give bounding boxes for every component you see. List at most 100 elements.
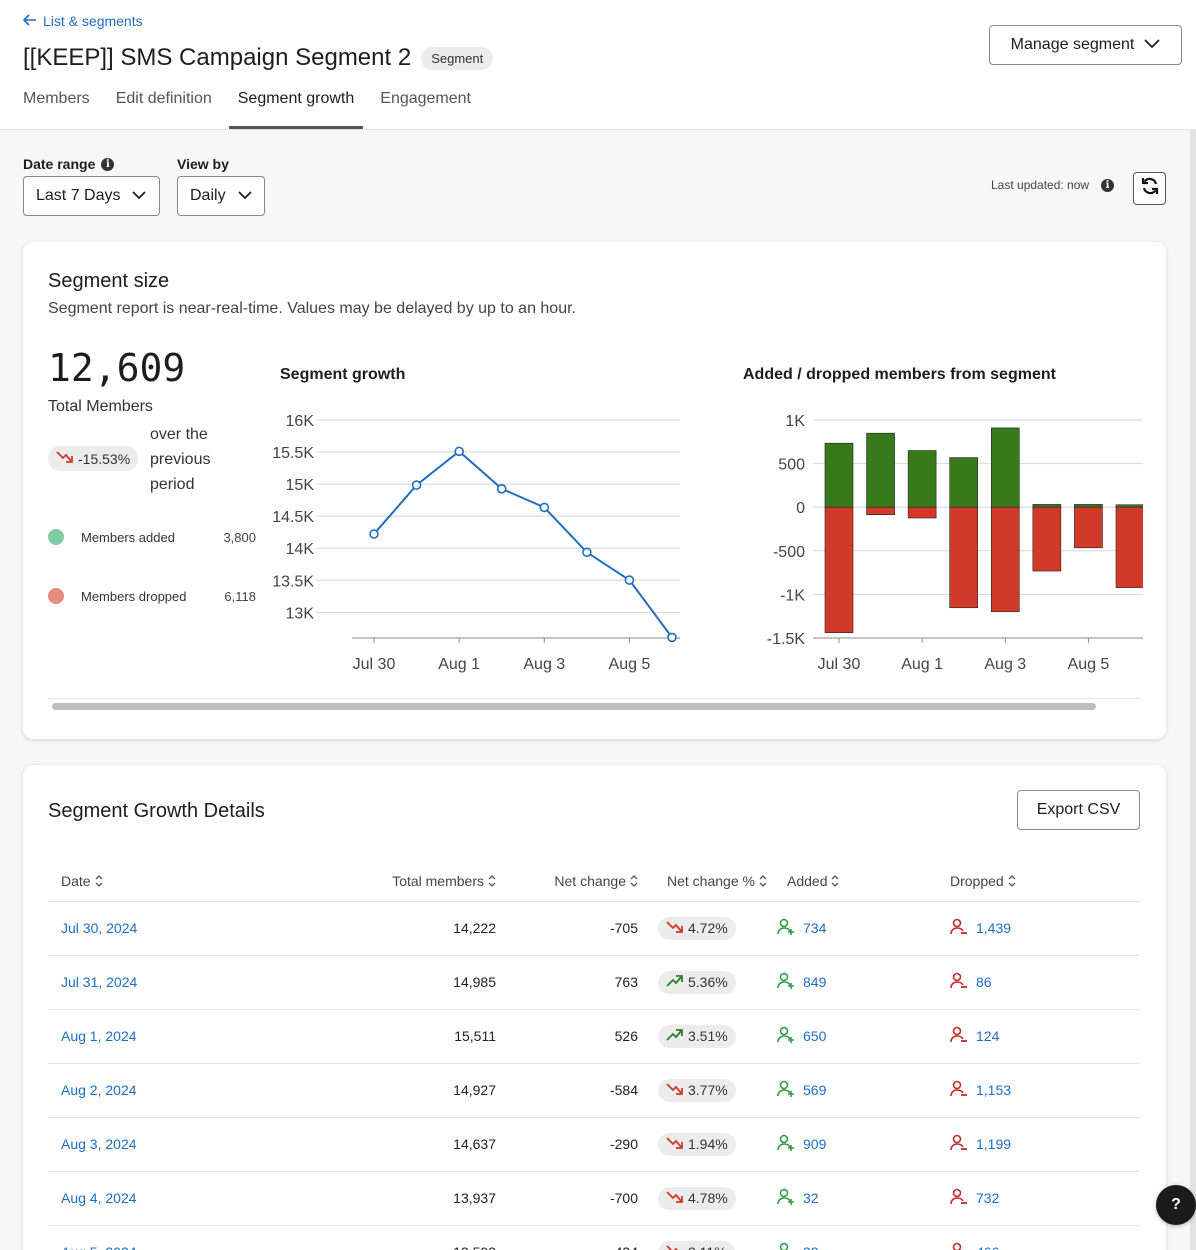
y-tick-label: 13.5K: [272, 573, 314, 590]
sort-icon: [1008, 874, 1016, 891]
data-point: [624, 575, 635, 585]
row-dropped[interactable]: 86: [950, 972, 992, 993]
tab-members[interactable]: Members: [23, 90, 90, 107]
data-point: [411, 480, 422, 490]
row-dropped-value: 1,199: [976, 1136, 1012, 1152]
scrollbar-thumb[interactable]: [52, 703, 1096, 710]
x-tick-label: Aug 1: [438, 656, 480, 673]
x-tick-label: Aug 5: [1068, 656, 1110, 673]
back-link[interactable]: List & segments: [22, 13, 143, 29]
y-tick-label: -1.5K: [767, 631, 806, 648]
row-dropped[interactable]: 1,439: [950, 918, 1011, 939]
row-date-link[interactable]: Aug 5, 2024: [61, 1244, 137, 1250]
row-date-link[interactable]: Aug 4, 2024: [61, 1190, 137, 1206]
details-table: Date Total members Net change Net change…: [48, 863, 1140, 1250]
row-net-change: -290: [496, 1117, 638, 1172]
y-tick-label: 500: [778, 457, 805, 474]
view-by-filter: View by Daily: [177, 156, 265, 216]
user-add-icon: [777, 1242, 795, 1250]
horizontal-scrollbar[interactable]: [48, 698, 1140, 712]
row-date-link[interactable]: Aug 3, 2024: [61, 1136, 137, 1152]
bar-added: [990, 427, 1020, 508]
bar-added: [1032, 504, 1062, 508]
user-remove-icon: [950, 1242, 968, 1250]
back-link-label: List & segments: [43, 13, 143, 29]
col-net-change[interactable]: Net change: [496, 863, 638, 902]
y-tick-label: 15K: [286, 477, 315, 494]
table-row: Aug 1, 2024 15,511 526 3.51% 650 124: [48, 1009, 1140, 1064]
y-tick-label: 13K: [286, 605, 315, 622]
row-pct-pill: 3.11%: [658, 1240, 735, 1250]
user-remove-icon: [950, 1026, 968, 1047]
row-added[interactable]: 849: [777, 972, 826, 993]
y-tick-label: 16K: [286, 413, 315, 430]
row-dropped[interactable]: 124: [950, 1026, 999, 1047]
x-tick-label: Aug 5: [609, 656, 651, 673]
view-by-value: Daily: [190, 187, 226, 204]
added-dot: [48, 529, 64, 545]
row-pct: 1.94%: [688, 1136, 728, 1152]
segment-size-card: Segment size Segment report is near-real…: [23, 242, 1166, 739]
user-add-icon: [777, 972, 795, 993]
row-added[interactable]: 32: [777, 1242, 819, 1250]
table-row: Aug 5, 2024 13,503-434 3.11% 32 466: [48, 1225, 1140, 1250]
change-pill: -15.53%: [48, 446, 139, 471]
row-added[interactable]: 569: [777, 1080, 826, 1101]
row-net-change: -584: [496, 1063, 638, 1118]
row-added[interactable]: 32: [777, 1188, 819, 1209]
details-title: Segment Growth Details: [48, 800, 265, 822]
trend-up-icon: [666, 1028, 684, 1045]
date-range-value: Last 7 Days: [36, 187, 121, 204]
row-date-link[interactable]: Jul 31, 2024: [61, 974, 138, 990]
row-added[interactable]: 909: [777, 1134, 826, 1155]
row-dropped-value: 1,153: [976, 1082, 1012, 1098]
row-dropped[interactable]: 1,153: [950, 1080, 1011, 1101]
col-date[interactable]: Date: [48, 863, 348, 902]
data-point: [539, 502, 550, 513]
chevron-down-icon: [237, 187, 252, 205]
row-dropped[interactable]: 1,199: [950, 1134, 1011, 1155]
row-dropped-value: 1,439: [976, 920, 1012, 936]
last-updated: Last updated: now i: [991, 178, 1115, 192]
added-label: Members added: [81, 529, 175, 545]
row-dropped[interactable]: 732: [950, 1188, 999, 1209]
x-tick-label: Jul 30: [353, 656, 396, 673]
row-total: 14,637: [348, 1117, 496, 1172]
bar-dropped: [1115, 506, 1143, 588]
info-icon[interactable]: i: [1101, 178, 1115, 192]
bar-added: [907, 450, 937, 508]
info-icon[interactable]: i: [101, 157, 115, 171]
col-added[interactable]: Added: [775, 863, 950, 902]
date-range-select[interactable]: Last 7 Days: [23, 176, 160, 216]
chevron-down-icon: [1144, 36, 1160, 54]
col-date-label: Date: [61, 872, 91, 889]
refresh-button[interactable]: [1133, 172, 1166, 205]
row-dropped[interactable]: 466: [950, 1242, 999, 1250]
segment-size-subtitle: Segment report is near-real-time. Values…: [48, 300, 576, 317]
row-pct-pill: 1.94%: [658, 1132, 736, 1156]
row-added[interactable]: 650: [777, 1026, 826, 1047]
view-by-select[interactable]: Daily: [177, 176, 265, 216]
refresh-icon: [1140, 176, 1160, 201]
tab-edit-definition[interactable]: Edit definition: [115, 90, 212, 107]
export-csv-button[interactable]: Export CSV: [1017, 790, 1140, 830]
row-date-link[interactable]: Aug 1, 2024: [61, 1028, 137, 1044]
row-date-link[interactable]: Jul 30, 2024: [61, 920, 138, 936]
row-added[interactable]: 734: [777, 918, 826, 939]
user-add-icon: [777, 1188, 795, 1209]
x-tick-label: Jul 30: [818, 656, 861, 673]
total-members-value: 12,609: [48, 346, 186, 390]
row-added-value: 569: [803, 1082, 827, 1098]
col-dropped[interactable]: Dropped: [950, 863, 1140, 902]
manage-segment-button[interactable]: Manage segment: [989, 25, 1182, 65]
table-row: Aug 2, 2024 14,927 -584 3.77% 569 1,153: [48, 1063, 1140, 1118]
col-net-change-pct[interactable]: Net change %: [638, 863, 775, 902]
help-button[interactable]: ?: [1156, 1185, 1196, 1225]
tab-engagement[interactable]: Engagement: [380, 90, 471, 107]
y-tick-label: -500: [773, 544, 805, 561]
dropped-label: Members dropped: [81, 588, 187, 604]
row-date-link[interactable]: Aug 2, 2024: [61, 1082, 137, 1098]
page-scrollbar[interactable]: [1190, 130, 1196, 1250]
tab-segment-growth[interactable]: Segment growth: [228, 90, 364, 129]
col-total-members[interactable]: Total members: [348, 863, 496, 902]
